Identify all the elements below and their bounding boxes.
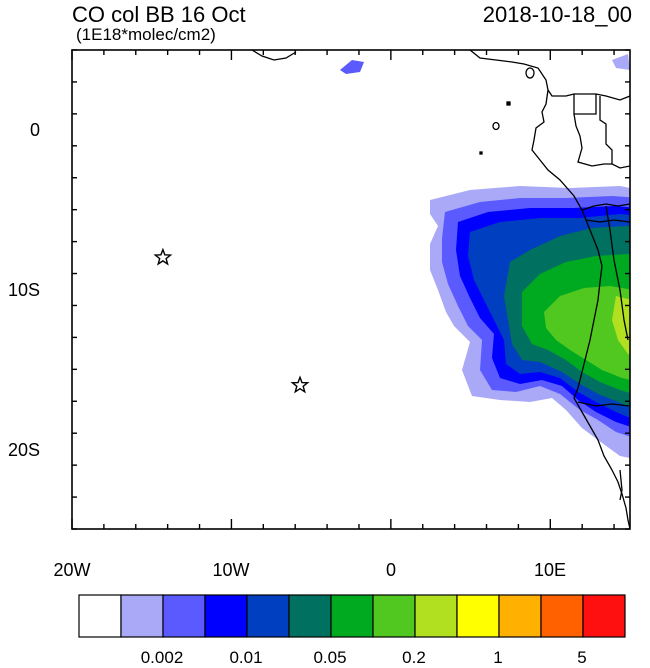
border-congo bbox=[599, 96, 630, 169]
co-level-8 bbox=[612, 296, 630, 355]
border-cameroon bbox=[573, 94, 597, 115]
colorbar-swatch-13 bbox=[582, 594, 626, 638]
colorbar bbox=[78, 594, 626, 638]
colorbar-swatch-10 bbox=[456, 594, 500, 638]
colorbar-swatch-8 bbox=[372, 594, 416, 638]
star-marker-2 bbox=[290, 375, 310, 394]
colorbar-swatch-3 bbox=[162, 594, 206, 638]
co-level-7 bbox=[544, 286, 630, 380]
colorbar-swatch-11 bbox=[498, 594, 542, 638]
colorbar-swatch-9 bbox=[414, 594, 458, 638]
coast-west-africa-north bbox=[251, 50, 297, 61]
lat-label-0: 0 bbox=[29, 120, 40, 140]
colorbar-label-4: 0.2 bbox=[402, 648, 426, 667]
colorbar-label-1: 0.002 bbox=[140, 648, 184, 667]
colorbar-swatch-1 bbox=[78, 594, 122, 638]
colorbar-label-5: 1 bbox=[493, 648, 503, 667]
lon-label-0: 0 bbox=[385, 560, 397, 580]
lat-label-10s: 10S bbox=[7, 280, 40, 300]
colorbar-swatch-2 bbox=[120, 594, 164, 638]
island-markers bbox=[153, 247, 310, 394]
map-title: CO col BB 16 Oct bbox=[72, 2, 246, 27]
star-marker-1 bbox=[153, 247, 173, 266]
island-annobon bbox=[479, 151, 483, 155]
lon-label-20w: 20W bbox=[53, 560, 91, 580]
co-patch-top bbox=[340, 60, 364, 74]
co-patch-corner bbox=[612, 54, 630, 70]
border-angola-inland bbox=[605, 205, 629, 341]
border-angola-namibia bbox=[577, 401, 630, 407]
coastlines bbox=[251, 50, 630, 529]
colorbar-swatch-6 bbox=[288, 594, 332, 638]
co-plume bbox=[340, 54, 630, 458]
colorbar-swatch-5 bbox=[246, 594, 290, 638]
border-namibia-south bbox=[619, 469, 623, 501]
lon-label-10e: 10E bbox=[533, 560, 567, 580]
border-cabinda bbox=[585, 219, 630, 223]
colorbar-swatch-12 bbox=[540, 594, 584, 638]
island-principe bbox=[506, 101, 511, 106]
colorbar-label-3: 0.05 bbox=[313, 648, 347, 667]
border-gabon bbox=[573, 113, 612, 167]
island-bioko bbox=[525, 67, 535, 79]
units-label: (1E18*molec/cm2) bbox=[76, 25, 216, 44]
colorbar-swatch-7 bbox=[330, 594, 374, 638]
colorbar-swatch-4 bbox=[204, 594, 248, 638]
valid-time-label: 2018-10-18_00 bbox=[482, 2, 632, 27]
colorbar-label-2: 0.01 bbox=[229, 648, 263, 667]
island-sao-tome bbox=[492, 121, 500, 131]
border-drc-angola-north bbox=[581, 203, 630, 211]
plot-frame bbox=[71, 49, 631, 530]
colorbar-label-6: 5 bbox=[577, 648, 587, 667]
coast-southwest-africa bbox=[531, 89, 630, 529]
axis-ticks bbox=[71, 49, 630, 530]
lon-label-10w: 10W bbox=[212, 560, 250, 580]
lat-label-20s: 20S bbox=[7, 440, 40, 460]
